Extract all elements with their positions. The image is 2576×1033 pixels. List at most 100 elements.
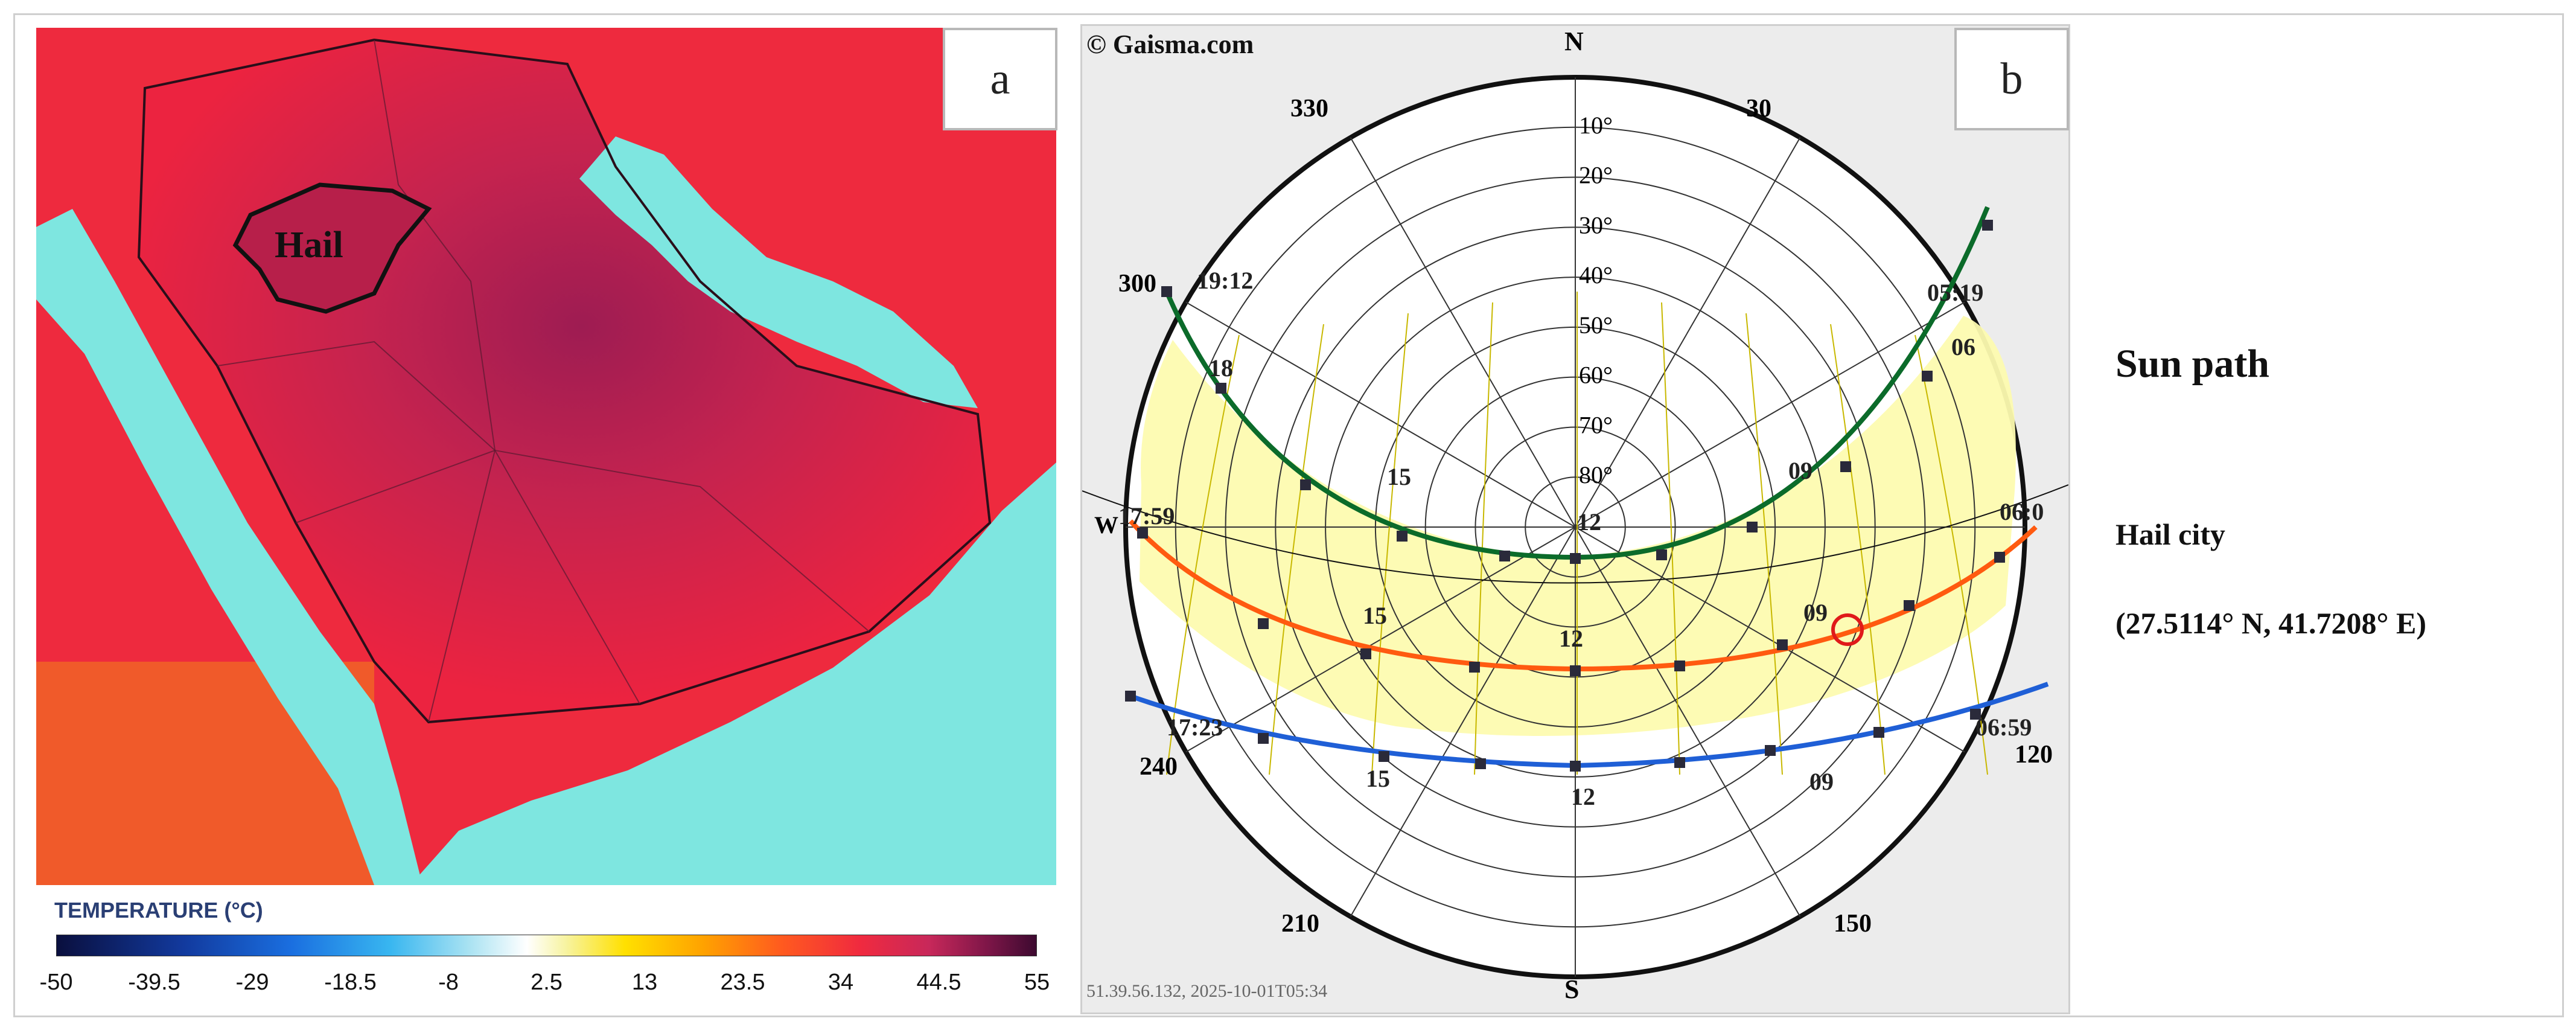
equinox-sun-path-marker xyxy=(1570,665,1581,676)
colorbar-tick-label: 55 xyxy=(1024,970,1050,995)
hour-grid-line xyxy=(1166,334,1240,775)
persian-gulf xyxy=(579,136,978,408)
summer-sunset-label: 19:12 xyxy=(1197,267,1253,294)
summer-sun-path-marker xyxy=(1499,551,1510,561)
azimuth-spoke xyxy=(1350,526,1576,917)
colorbar-tick-label: 13 xyxy=(631,970,658,995)
equinox-sun-path-marker xyxy=(1360,648,1371,659)
azimuth-label: 240 xyxy=(1140,753,1178,781)
hail-region xyxy=(232,182,432,314)
summer-hour-label: 18 xyxy=(1209,354,1233,382)
altitude-label: 40° xyxy=(1579,261,1613,289)
winter-hour-label: 12 xyxy=(1571,783,1595,810)
equinox-sun-path-marker xyxy=(1904,600,1914,611)
hail-label: Hail xyxy=(275,225,343,266)
coordinates-label: (27.5114° N, 41.7208° E) xyxy=(2115,606,2426,640)
reference-line xyxy=(1082,484,2068,584)
arabian-sea xyxy=(410,462,1056,885)
hour-grid-line xyxy=(1661,302,1680,775)
summer-sun-path-marker xyxy=(1570,553,1581,564)
summer-hour-label: 15 xyxy=(1387,463,1411,490)
red-sea xyxy=(36,209,422,885)
summer-hour-label: 09 xyxy=(1788,457,1812,484)
daylight-band xyxy=(1140,316,2016,736)
summer-sun-path-marker xyxy=(1982,220,1993,231)
altitude-label: 50° xyxy=(1579,312,1613,339)
winter-sun-path-marker xyxy=(1674,757,1685,768)
equinox-sun-path-marker xyxy=(1674,660,1685,671)
winter-sun-path-marker xyxy=(1379,751,1389,762)
summer-sun-path-marker xyxy=(1216,383,1226,394)
azimuth-spoke xyxy=(1350,137,1576,528)
colorbar-tick-label: 44.5 xyxy=(916,970,961,995)
cardinal-south: S xyxy=(1564,974,1579,1004)
colorbar-ticks: -50 -39.5 -29 -18.5 -8 2.5 13 23.5 34 44.5 55 xyxy=(18,970,1056,1000)
winter-sun-path-marker xyxy=(1970,709,1981,720)
equinox-sun-path-marker xyxy=(1137,528,1148,539)
colorbar-tick-label: -39.5 xyxy=(128,970,180,995)
equinox-sun-path-marker xyxy=(1469,662,1480,673)
summer-sun-path-marker xyxy=(1747,522,1758,532)
summer-sun-path-marker xyxy=(1656,549,1667,560)
summer-sun-path-marker xyxy=(1840,461,1851,472)
altitude-label: 30° xyxy=(1579,211,1613,238)
winter-sun-path-marker xyxy=(1570,761,1581,772)
hour-grid-line xyxy=(1830,324,1886,775)
region-border xyxy=(295,449,640,705)
azimuth-label: 150 xyxy=(1834,910,1872,938)
azimuth-spoke xyxy=(1575,301,1965,528)
altitude-label: 80° xyxy=(1579,461,1613,488)
hour-grid-line xyxy=(1745,313,1783,775)
city-label: Hail city xyxy=(2115,517,2225,551)
panel-label-a: a xyxy=(943,28,1057,130)
summer-sun-path-marker xyxy=(1397,531,1408,542)
cardinal-west: W xyxy=(1094,511,1118,539)
altitude-label: 70° xyxy=(1579,411,1613,438)
colorbar-tick-label: -29 xyxy=(235,970,269,995)
summer-sun-path-marker xyxy=(1922,371,1933,382)
azimuth-spoke xyxy=(1185,301,1576,528)
panel-label-b: b xyxy=(1954,28,2069,130)
summer-hour-label: 12 xyxy=(1577,508,1601,536)
hour-grid-line xyxy=(1474,302,1493,775)
colorbar-tick-label: -50 xyxy=(39,970,73,995)
summer-sunrise-label: 05:19 xyxy=(1927,279,1983,306)
hour-grid-line xyxy=(1269,324,1324,775)
sun-path-panel: N S W 330 30 300 240 210 150 120 10° 20° 30° 40° 50° 60… xyxy=(1080,24,2070,1014)
equinox-sun-path-marker xyxy=(1258,618,1269,629)
winter-sun-path-marker xyxy=(1125,691,1136,702)
azimuth-label: 330 xyxy=(1290,95,1328,123)
equinox-sunset-label: 17:59 xyxy=(1118,502,1175,529)
winter-sun-path-marker xyxy=(1873,727,1884,738)
colorbar-tick-label: 2.5 xyxy=(531,970,563,995)
colorbar-tick-label: 23.5 xyxy=(720,970,765,995)
winter-hour-label: 09 xyxy=(1809,768,1834,795)
winter-sunrise-label: 06:59 xyxy=(1975,714,2032,741)
azimuth-spoke xyxy=(1575,526,1965,753)
map-svg: Hail xyxy=(36,28,1056,885)
summer-hour-label: 06 xyxy=(1951,333,1975,360)
equinox-sun-path-marker xyxy=(1777,639,1788,650)
winter-sun-path-marker xyxy=(1258,733,1269,744)
current-sun-position xyxy=(1831,613,1864,646)
equinox-hour-label: 15 xyxy=(1363,602,1387,629)
winter-sunset-label: 17:23 xyxy=(1167,714,1223,741)
equinox-sun-path-marker xyxy=(1994,552,2005,563)
summer-sun-path-marker xyxy=(1300,479,1311,490)
azimuth-label: 300 xyxy=(1118,270,1156,298)
timestamp-label: 51.39.56.132, 2025-10-01T05:34 xyxy=(1086,981,1328,1001)
sun-path-diagram: N S W 330 30 300 240 210 150 120 10° 20° 30° 40° 50° 60… xyxy=(1082,27,2068,1004)
equinox-sunrise-label: 06:0 xyxy=(2000,498,2044,525)
hour-grid-line xyxy=(1371,313,1409,775)
peninsula-border xyxy=(137,38,992,724)
colorbar-tick-label: -18.5 xyxy=(324,970,377,995)
azimuth-label: 210 xyxy=(1281,910,1319,938)
equinox-hour-label: 12 xyxy=(1559,625,1583,652)
temperature-colorbar xyxy=(56,935,1037,956)
sun-path-title: Sun path xyxy=(2115,342,2270,386)
temperature-map: Hail xyxy=(36,28,1056,885)
equinox-hour-label: 09 xyxy=(1803,599,1828,626)
colorbar-tick-label: 34 xyxy=(827,970,854,995)
winter-sun-path-marker xyxy=(1475,758,1486,769)
azimuth-label: 120 xyxy=(2015,741,2053,769)
